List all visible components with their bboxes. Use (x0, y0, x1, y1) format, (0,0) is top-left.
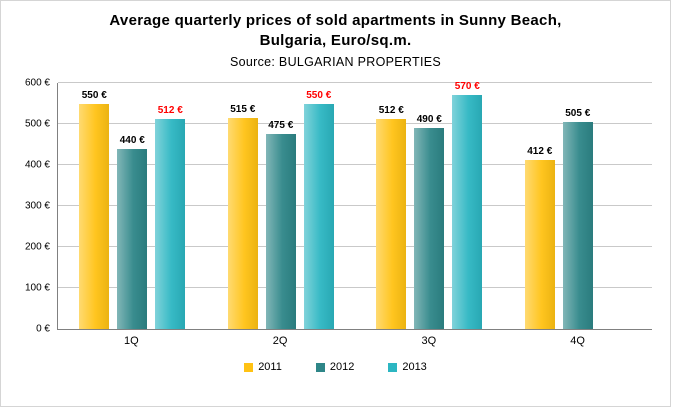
legend-label-2012: 2012 (329, 361, 355, 373)
gridline (58, 246, 652, 247)
bar-value-label: 475 € (268, 120, 294, 132)
y-axis: 0 € 100 € 200 € 300 € 400 € 500 € 600 € (9, 78, 57, 335)
x-axis: 1Q 2Q 3Q 4Q (57, 330, 652, 347)
bar-slot: 515 € (227, 83, 258, 329)
bar-value-label: 550 € (81, 89, 107, 101)
legend-swatch-2011 (244, 362, 254, 372)
legend-swatch-2013 (388, 362, 398, 372)
bar-slot: 440 € (117, 83, 148, 329)
plot-wrap: 0 € 100 € 200 € 300 € 400 € 500 € 600 € 550 € 4… (1, 78, 670, 335)
y-axis-tick-label: 100 € (24, 282, 50, 294)
bar-2012-4Q: 505 € (562, 108, 593, 329)
bar-value-label: 515 € (230, 103, 256, 115)
bar-slot: 512 € (376, 83, 407, 329)
bar-slot: 550 € (303, 83, 334, 329)
bar-groups: 550 € 440 € 512 € 515 € 475 € 550 € 512 € 490 €… (58, 81, 652, 329)
chart-title-line1: Average quarterly prices of sold apartme… (109, 12, 562, 29)
legend-item-2012: 2012 (315, 361, 355, 373)
gridline (58, 82, 652, 83)
bar-slot: 490 € (414, 83, 445, 329)
bar-value-label: 512 € (378, 105, 404, 117)
bar-group-2Q: 515 € 475 € 550 € (227, 83, 334, 329)
legend-item-2013: 2013 (388, 361, 427, 373)
bar-2011-1Q: 550 € (79, 90, 110, 329)
bar-slot: 412 € (524, 83, 555, 329)
bar-2011-4Q: 412 € (524, 146, 555, 329)
chart-title-line2: Bulgaria, Euro/sq.m. (259, 32, 412, 49)
gridline (58, 123, 652, 124)
bar-slot: 512 € (155, 83, 186, 329)
bar-slot: 475 € (265, 83, 296, 329)
bar-group-1Q: 550 € 440 € 512 € (79, 83, 186, 329)
bar-2013-3Q: 570 € (452, 81, 483, 329)
y-axis-tick-label: 200 € (24, 241, 50, 253)
bar-2012-2Q: 475 € (265, 120, 296, 329)
gridline (58, 205, 652, 206)
bar-group-3Q: 512 € 490 € 570 € (376, 81, 483, 329)
bar-slot: 505 € (562, 83, 593, 329)
legend-label-2013: 2013 (402, 361, 427, 373)
y-axis-tick-label: 400 € (24, 159, 50, 171)
y-axis-tick-label: 300 € (24, 200, 50, 212)
chart-title-block: Average quarterly prices of sold apartme… (1, 1, 670, 71)
bar-value-label: 512 € (157, 105, 183, 117)
legend-label-2011: 2011 (258, 361, 282, 373)
bar-value-label: 550 € (306, 89, 332, 101)
x-axis-label-2Q: 2Q (272, 335, 288, 347)
gridline (58, 287, 652, 288)
bar-slot: 570 € (452, 81, 483, 329)
bar-value-label: 490 € (416, 114, 442, 126)
x-axis-label-3Q: 3Q (421, 335, 437, 347)
bar-2011-2Q: 515 € (227, 104, 258, 329)
bar-2012-3Q: 490 € (414, 114, 445, 329)
y-axis-tick-label: 600 € (24, 77, 50, 89)
bar-2012-1Q: 440 € (117, 135, 148, 329)
bar-2013-2Q: 550 € (303, 90, 334, 329)
x-axis-label-4Q: 4Q (570, 335, 585, 347)
bar-group-4Q: 412 € 505 € (524, 83, 631, 329)
bar-value-label: 412 € (527, 146, 553, 158)
y-axis-tick-label: 500 € (24, 118, 50, 130)
bar-value-label: 570 € (454, 81, 480, 93)
chart-source: Source: BULGARIAN PROPERTIES (229, 55, 441, 69)
bar-slot: 550 € (79, 83, 110, 329)
plot-area: 550 € 440 € 512 € 515 € 475 € 550 € 512 € 490 €… (57, 81, 652, 330)
bar-2011-3Q: 512 € (376, 105, 407, 329)
bar-value-label: 505 € (565, 107, 591, 119)
legend-swatch-2012 (315, 362, 325, 372)
bar-value-label: 440 € (119, 134, 145, 146)
bar-slot (601, 83, 631, 329)
legend-item-2011: 2011 (244, 361, 282, 373)
y-axis-tick-label: 0 € (36, 323, 50, 335)
legend: 2011 2012 2013 (1, 361, 670, 373)
gridline (58, 164, 652, 165)
x-axis-label-1Q: 1Q (124, 335, 139, 347)
bar-2013-1Q: 512 € (155, 105, 186, 329)
